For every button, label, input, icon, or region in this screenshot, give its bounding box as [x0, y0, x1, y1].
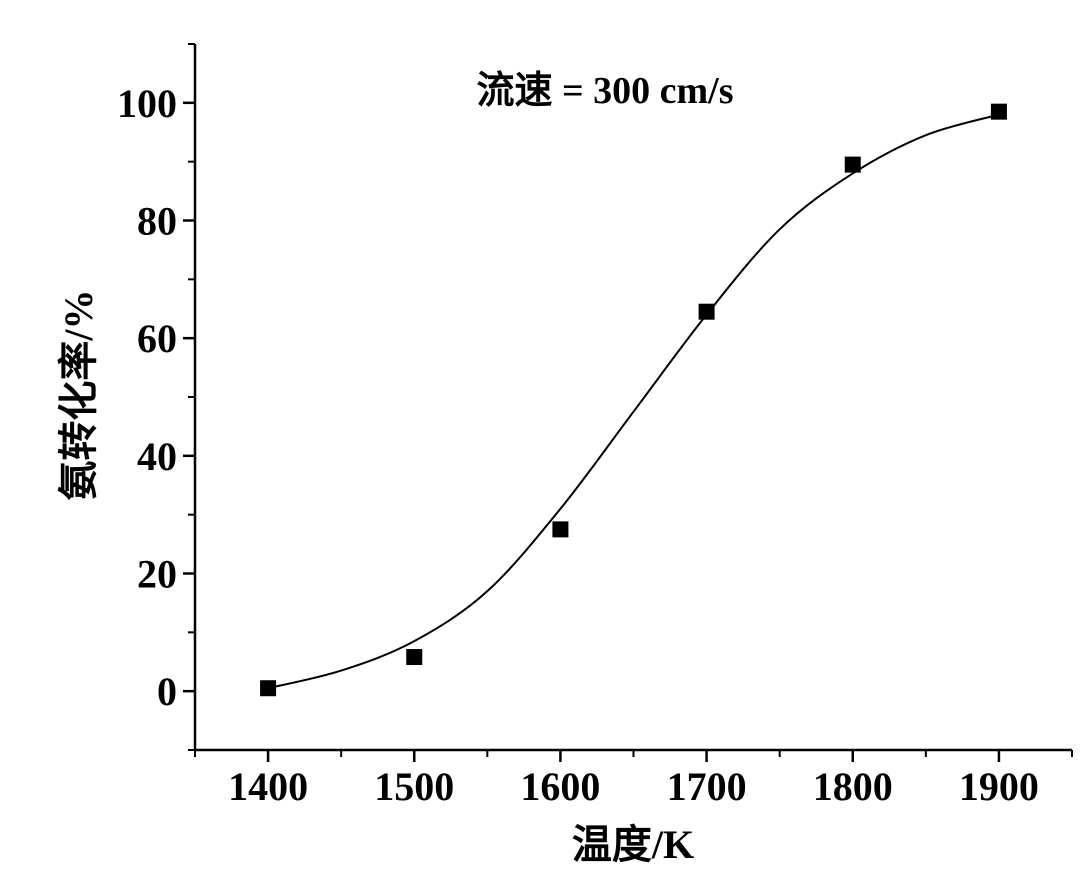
y-tick-label: 100 [117, 81, 177, 126]
fit-curve-layer [267, 113, 1000, 690]
y-tick-label: 40 [137, 434, 177, 479]
data-point [990, 103, 1007, 120]
x-axis-title: 温度/K [572, 822, 694, 867]
y-tick-label: 80 [137, 199, 177, 244]
data-point [552, 521, 569, 538]
fit-curve [267, 113, 1000, 690]
data-point [406, 649, 423, 666]
data-point [260, 680, 277, 697]
y-tick-label: 20 [137, 552, 177, 597]
x-tick-label: 1400 [228, 764, 308, 809]
ticks: 1400 1500 1600 1700 1800 1900 0 20 40 60 80 100 [117, 43, 1073, 809]
flow-rate-annotation: 流速 = 300 cm/s [476, 70, 733, 112]
data-point [698, 303, 715, 320]
x-tick-label: 1900 [959, 764, 1039, 809]
x-tick-label: 1700 [667, 764, 747, 809]
y-tick-label: 60 [137, 316, 177, 361]
x-tick-label: 1600 [520, 764, 600, 809]
x-tick-label: 1800 [813, 764, 893, 809]
y-axis-title: 氨转化率/% [56, 289, 101, 500]
data-points [260, 103, 1007, 697]
axes [193, 44, 1072, 752]
x-tick-label: 1500 [374, 764, 454, 809]
data-point [844, 156, 861, 173]
y-tick-label: 0 [157, 669, 177, 714]
